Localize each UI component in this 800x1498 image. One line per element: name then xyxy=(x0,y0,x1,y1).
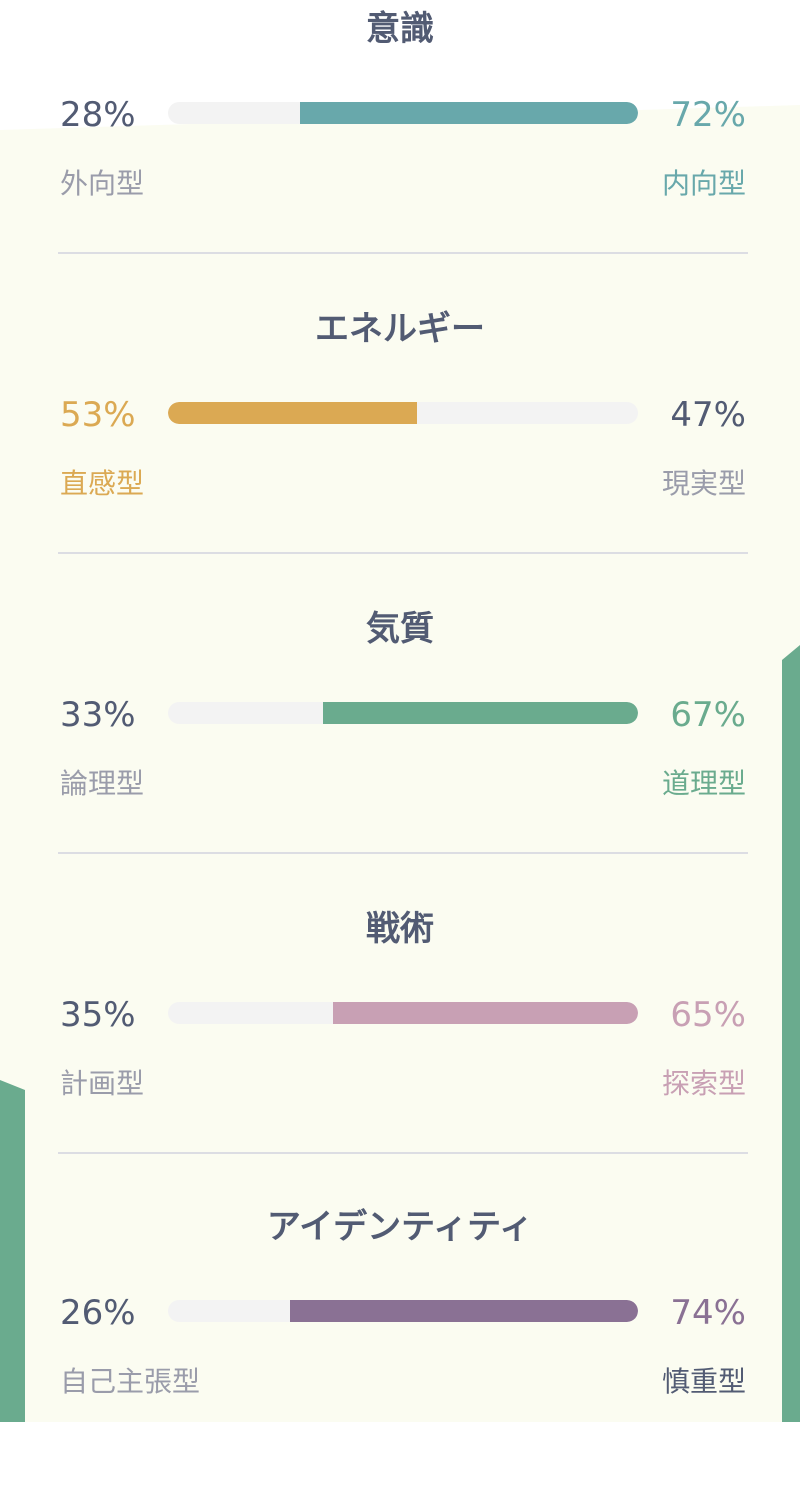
left-type-label: 直感型 xyxy=(60,467,145,500)
right-percent: 72% xyxy=(670,95,746,135)
section-divider xyxy=(58,552,748,554)
trait-title: エネルギー xyxy=(315,309,485,349)
trait-section: アイデンティティ 26% 74% 自己主張型 慎重型 xyxy=(0,1198,800,1498)
right-percent: 47% xyxy=(670,395,746,435)
right-percent: 65% xyxy=(670,995,746,1035)
right-type-label: 探索型 xyxy=(661,1067,746,1100)
left-percent: 33% xyxy=(60,695,136,735)
section-divider xyxy=(58,1152,748,1154)
trait-progress-fill xyxy=(168,402,418,424)
left-type-label: 外向型 xyxy=(60,167,145,200)
trait-title: アイデンティティ xyxy=(266,1207,534,1247)
left-percent: 26% xyxy=(60,1293,136,1333)
right-type-label: 慎重型 xyxy=(661,1365,746,1398)
green-ribbon-right xyxy=(782,645,800,1422)
left-percent: 53% xyxy=(60,395,136,435)
background-decoration xyxy=(0,105,800,1422)
trait-section: 戦術 35% 65% 計画型 探索型 xyxy=(0,900,800,1200)
trait-progress-fill xyxy=(290,1300,638,1322)
trait-progress-bar xyxy=(168,1002,638,1024)
left-percent: 35% xyxy=(60,995,136,1035)
left-type-label: 自己主張型 xyxy=(60,1365,201,1398)
right-type-label: 内向型 xyxy=(661,167,746,200)
right-type-label: 道理型 xyxy=(661,767,746,800)
left-percent: 28% xyxy=(60,95,136,135)
trait-title: 意識 xyxy=(366,9,434,49)
right-percent: 67% xyxy=(670,695,746,735)
trait-title: 気質 xyxy=(366,609,434,649)
trait-section: 意識 28% 72% 外向型 内向型 xyxy=(0,0,800,300)
right-percent: 74% xyxy=(670,1293,746,1333)
green-ribbon-left xyxy=(0,1080,25,1422)
right-type-label: 現実型 xyxy=(661,467,746,500)
trait-section: エネルギー 53% 47% 直感型 現実型 xyxy=(0,300,800,600)
trait-progress-bar xyxy=(168,702,638,724)
trait-progress-bar xyxy=(168,1300,638,1322)
trait-progress-fill xyxy=(323,702,638,724)
trait-progress-bar xyxy=(168,402,638,424)
trait-title: 戦術 xyxy=(366,909,434,949)
left-type-label: 計画型 xyxy=(60,1067,145,1100)
trait-progress-fill xyxy=(332,1002,638,1024)
trait-progress-fill xyxy=(299,102,638,124)
section-divider xyxy=(58,252,748,254)
trait-progress-bar xyxy=(168,102,638,124)
section-divider xyxy=(58,852,748,854)
trait-section: 気質 33% 67% 論理型 道理型 xyxy=(0,600,800,900)
cream-panel xyxy=(0,105,800,1422)
left-type-label: 論理型 xyxy=(60,767,145,800)
